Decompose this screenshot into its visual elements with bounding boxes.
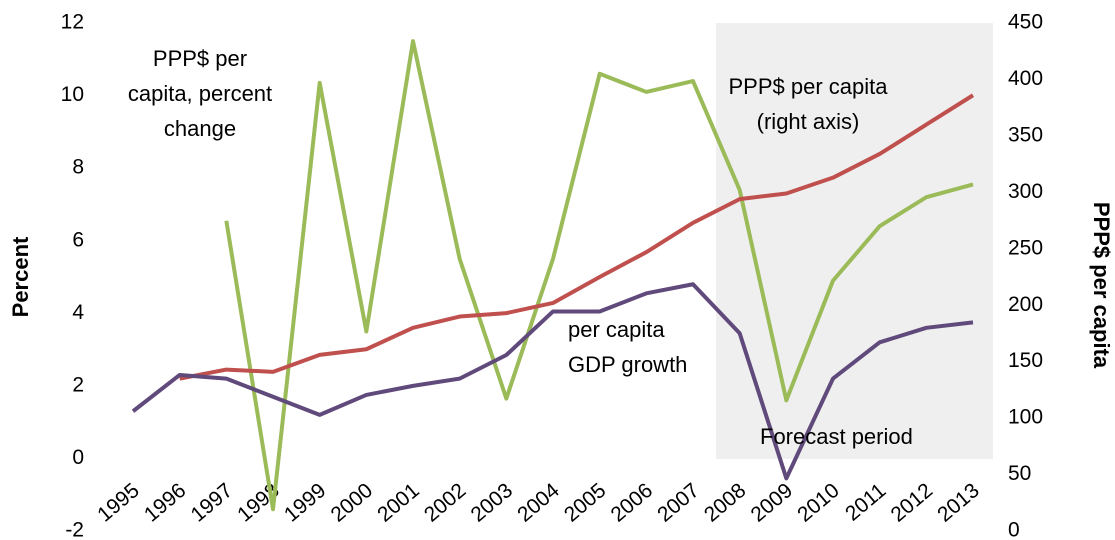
x-tick-label: 2005	[560, 479, 611, 527]
y2-tick-label: 200	[1008, 293, 1043, 316]
y2-tick-label: 150	[1008, 349, 1043, 372]
annotation: per capita	[568, 317, 665, 342]
x-tick-label: 2003	[467, 479, 518, 527]
y2-tick-label: 450	[1008, 11, 1043, 34]
y2-tick-label: 0	[1008, 519, 1020, 540]
x-tick-label: 2002	[420, 479, 471, 527]
y-tick-label: 10	[61, 83, 84, 106]
x-tick-label: 1995	[93, 479, 144, 527]
x-tick-label: 2001	[373, 479, 424, 527]
x-tick-label: 2007	[653, 479, 704, 527]
x-tick-label: 2012	[887, 479, 938, 527]
y2-tick-label: 400	[1008, 67, 1043, 90]
y-tick-label: -2	[65, 519, 84, 540]
y-tick-label: 12	[61, 11, 84, 34]
y-tick-label: 4	[72, 301, 84, 324]
y2-axis-title: PPP$ per capita	[1089, 202, 1114, 369]
annotation: PPP$ per	[153, 46, 247, 71]
y2-tick-label: 50	[1008, 462, 1031, 485]
x-tick-label: 2013	[933, 479, 984, 527]
annotation: GDP growth	[568, 352, 687, 377]
x-tick-label: 2010	[793, 479, 844, 527]
x-tick-label: 2006	[607, 479, 658, 527]
y-tick-label: 0	[72, 446, 84, 469]
series-line	[131, 282, 974, 481]
y2-tick-label: 250	[1008, 236, 1043, 259]
x-tick-label: 2008	[700, 479, 751, 527]
y-axis-title: Percent	[8, 236, 33, 317]
y-tick-label: 2	[72, 373, 84, 396]
annotation: capita, percent	[128, 81, 272, 106]
annotation: change	[164, 116, 236, 141]
y2-tick-label: 350	[1008, 123, 1043, 146]
x-tick-label: 2009	[747, 479, 798, 527]
y2-tick-label: 100	[1008, 406, 1043, 429]
x-tick-label: 1997	[187, 479, 238, 527]
y-tick-label: 8	[72, 156, 84, 179]
x-tick-label: 1999	[280, 479, 331, 527]
forecast-shade	[716, 23, 993, 459]
x-tick-label: 2004	[513, 479, 564, 527]
annotation: PPP$ per capita	[729, 74, 889, 99]
annotation: (right axis)	[757, 109, 860, 134]
series-line	[224, 39, 974, 512]
x-tick-label: 2011	[841, 479, 890, 526]
series-line	[179, 93, 975, 381]
x-tick-label: 2000	[327, 479, 378, 527]
y-tick-label: 6	[72, 228, 84, 251]
y2-tick-label: 300	[1008, 180, 1043, 203]
annotation: Forecast period	[760, 424, 913, 449]
x-tick-label: 1996	[140, 479, 191, 527]
